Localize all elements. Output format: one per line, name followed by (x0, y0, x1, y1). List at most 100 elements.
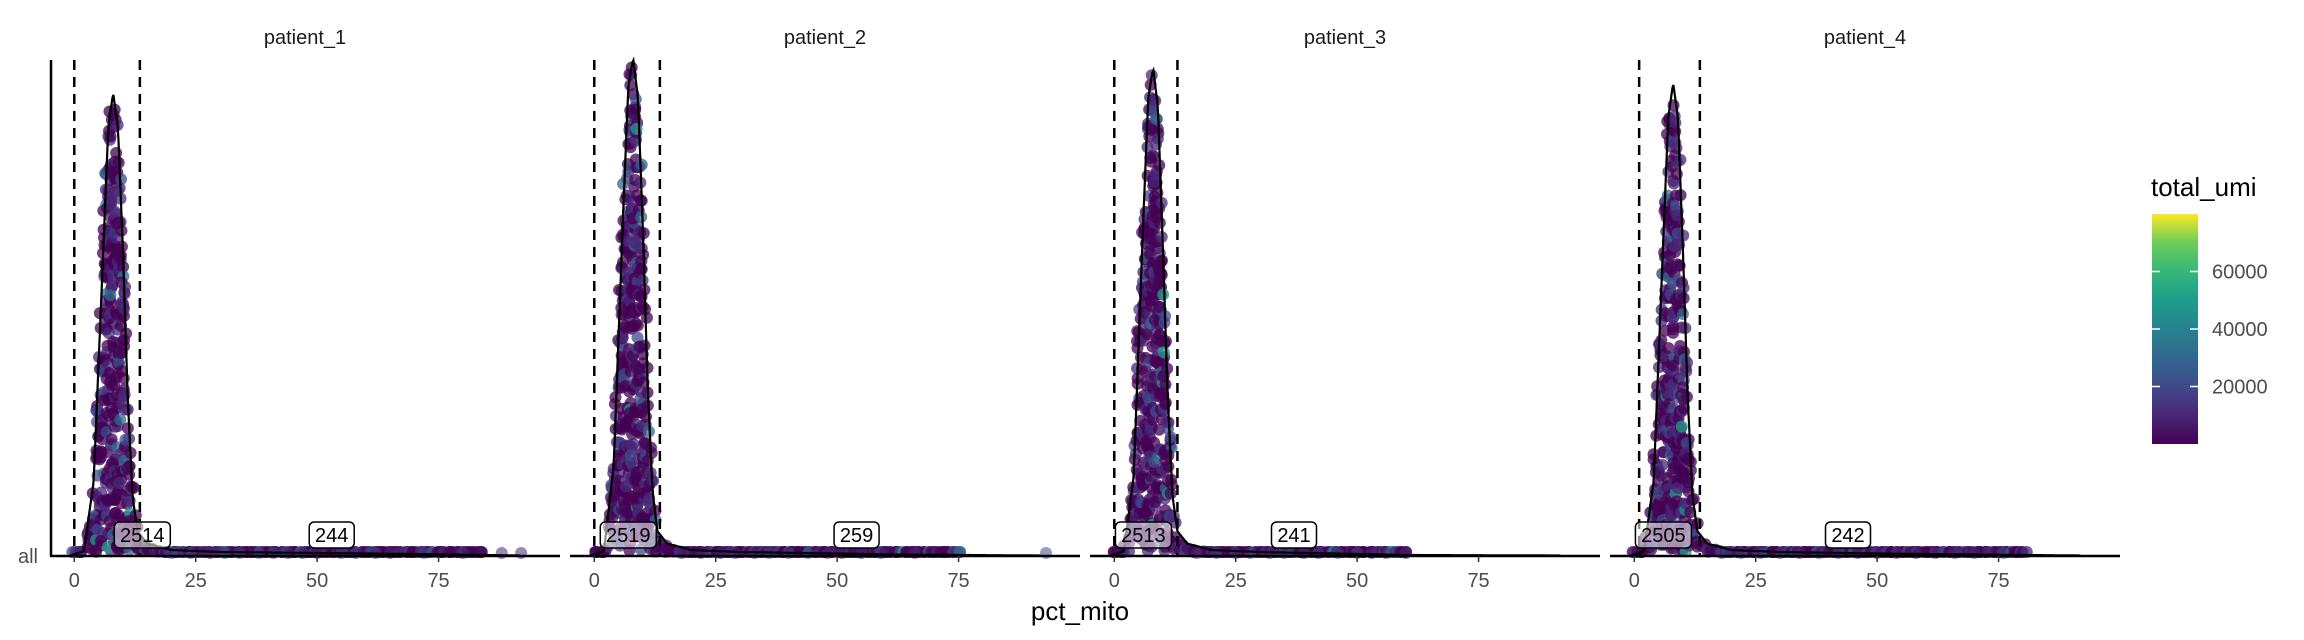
count-label-box (599, 521, 658, 549)
count-label: 2514 (113, 521, 172, 549)
data-point (1162, 449, 1175, 462)
x-tick-label: 0 (1629, 570, 1640, 592)
data-point (638, 339, 651, 352)
data-point (1147, 149, 1160, 162)
data-point (1159, 396, 1172, 409)
data-point (1157, 288, 1170, 301)
x-tick-label: 75 (427, 570, 449, 592)
data-point (1149, 495, 1162, 508)
data-point (115, 347, 128, 360)
data-point (1153, 423, 1166, 436)
count-label: 241 (1270, 521, 1318, 549)
x-tick-label: 50 (1346, 570, 1368, 592)
density-curve (1629, 84, 2081, 558)
data-points (589, 61, 1052, 559)
facet-strip-label: patient_1 (264, 27, 346, 49)
data-point (1667, 177, 1680, 190)
count-label: 2505 (1634, 521, 1693, 549)
count-label: 242 (1824, 521, 1872, 549)
colorbar-legend: total_umi 20000 40000 60000 (2151, 172, 2268, 444)
count-label-text: 2505 (1641, 525, 1686, 547)
data-point (1149, 94, 1162, 107)
x-axis-title: pct_mito (1031, 596, 1129, 626)
x-tick-label: 50 (306, 570, 328, 592)
x-axis: 0 25 50 75 (1090, 554, 1600, 592)
data-point (114, 413, 127, 426)
data-point (640, 311, 653, 324)
data-points (66, 103, 528, 559)
x-axis: 0 25 50 75 (570, 554, 1080, 592)
facet-strip-label: patient_3 (1304, 27, 1386, 49)
count-label-text: 244 (315, 525, 348, 547)
count-label-box (1114, 521, 1173, 549)
count-label-box (308, 521, 355, 549)
x-tick-label: 50 (826, 570, 848, 592)
data-point (635, 210, 648, 223)
data-point (1662, 342, 1675, 355)
data-point (114, 253, 127, 266)
count-label-text: 2513 (1121, 525, 1166, 547)
x-tick-label: 25 (1225, 570, 1247, 592)
data-point (616, 331, 629, 344)
data-point (123, 468, 136, 481)
data-point (635, 255, 648, 268)
data-point (1677, 402, 1690, 415)
count-label-text: 2514 (120, 525, 165, 547)
data-point (1162, 460, 1175, 473)
x-tick-label: 0 (69, 570, 80, 592)
data-point (1675, 420, 1688, 433)
facet-patient_4: patient_4 0 25 50 75 2505 242 (1610, 27, 2120, 592)
data-point (119, 433, 132, 446)
data-point (1656, 459, 1669, 472)
data-point (630, 317, 643, 330)
legend-title: total_umi (2151, 172, 2257, 202)
x-tick-label: 0 (589, 570, 600, 592)
count-label-text: 2519 (606, 525, 651, 547)
data-point (1671, 209, 1684, 222)
data-point (1148, 175, 1161, 188)
data-point (111, 486, 124, 499)
facet-strip-label: patient_4 (1824, 27, 1906, 49)
y-axis: all (18, 60, 53, 568)
count-label: 2519 (599, 521, 658, 549)
data-point (1157, 346, 1170, 359)
data-point (1153, 300, 1166, 313)
facet-patient_3: patient_3 0 25 50 75 2513 241 (1090, 27, 1600, 592)
data-point (1676, 307, 1689, 320)
data-point (121, 422, 134, 435)
x-tick-label: 25 (705, 570, 727, 592)
count-label-text: 241 (1277, 525, 1310, 547)
count-label-box (113, 521, 172, 549)
data-point (1155, 267, 1168, 280)
x-tick-label: 25 (185, 570, 207, 592)
y-tick-label: all (18, 546, 38, 568)
data-point (1155, 254, 1168, 267)
count-label-box (833, 521, 880, 549)
data-point (1682, 472, 1695, 485)
data-point (630, 122, 643, 135)
data-point (631, 331, 644, 344)
data-point (104, 289, 117, 302)
data-point (629, 93, 642, 106)
facet-patient_2: patient_2 0 25 50 75 2519 259 (570, 27, 1080, 592)
x-tick-label: 75 (1467, 570, 1489, 592)
count-label-box (1824, 521, 1872, 549)
facet-panels: all patient_1 0 25 50 75 2514 244 patient_2 0 25 50… (18, 27, 2120, 592)
facet-strip-label: patient_2 (784, 27, 866, 49)
x-tick-label: 75 (1987, 570, 2009, 592)
data-point (110, 146, 123, 159)
count-label-box (1270, 521, 1318, 549)
data-point (1149, 112, 1162, 125)
x-tick-label: 0 (1109, 570, 1120, 592)
data-point (617, 177, 630, 190)
count-label: 244 (308, 521, 355, 549)
data-point (635, 158, 648, 171)
x-axis: 0 25 50 75 (50, 554, 560, 592)
data-point (118, 333, 131, 346)
data-point (115, 296, 128, 309)
count-label: 2513 (1114, 521, 1173, 549)
data-point (109, 205, 122, 218)
colorbar-tick-label: 60000 (2212, 262, 2268, 284)
data-point (1164, 487, 1177, 500)
